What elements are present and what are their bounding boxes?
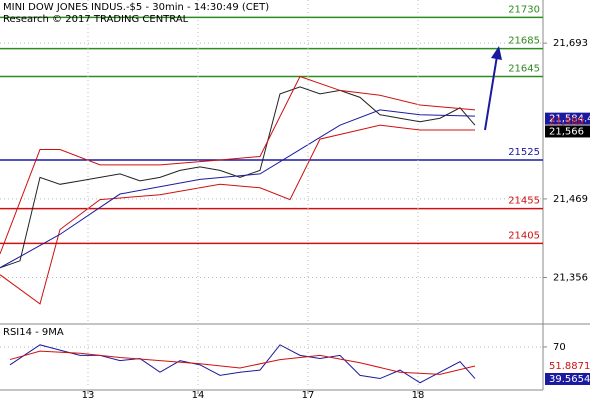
y-tick-label: 21,356 bbox=[553, 272, 588, 283]
series-line bbox=[0, 86, 476, 269]
level-label: 21455 bbox=[508, 196, 540, 207]
series-line bbox=[0, 109, 476, 269]
level-label: 21525 bbox=[508, 147, 540, 158]
price-marker-label: 21,584.4 bbox=[549, 114, 590, 125]
forecast-arrow bbox=[484, 55, 498, 131]
chart-title: MINI DOW JONES INDUS.-$5 - 30min - 14:30… bbox=[3, 2, 269, 13]
series-line bbox=[0, 75, 476, 255]
level-label: 21685 bbox=[508, 36, 540, 47]
chart-subtitle: Research © 2017 TRADING CENTRAL bbox=[3, 14, 189, 25]
price-marker-label: 21,580 bbox=[549, 117, 584, 128]
y-tick-label: 21,693 bbox=[553, 38, 588, 49]
x-tick-label: 13 bbox=[82, 390, 95, 400]
x-tick-label: 18 bbox=[412, 390, 425, 400]
x-tick-label: 14 bbox=[192, 390, 205, 400]
price-marker-label: 21,566 bbox=[549, 126, 584, 137]
price-box bbox=[545, 372, 590, 385]
rsi-title: RSI14 - 9MA bbox=[3, 327, 64, 338]
series-line bbox=[9, 350, 476, 375]
price-box bbox=[545, 112, 590, 125]
level-label: 21730 bbox=[508, 4, 540, 15]
price-marker-label: 51.8871 bbox=[549, 361, 590, 372]
level-label: 21405 bbox=[508, 230, 540, 241]
y-tick-label: 21,469 bbox=[553, 194, 588, 205]
arrow-head bbox=[491, 46, 502, 60]
series-line bbox=[0, 124, 475, 305]
price-marker-label: 39.5654 bbox=[549, 374, 590, 385]
y-tick-label: 70 bbox=[553, 342, 566, 353]
price-box bbox=[545, 125, 590, 138]
x-tick-label: 17 bbox=[302, 390, 315, 400]
level-label: 21645 bbox=[508, 64, 540, 75]
